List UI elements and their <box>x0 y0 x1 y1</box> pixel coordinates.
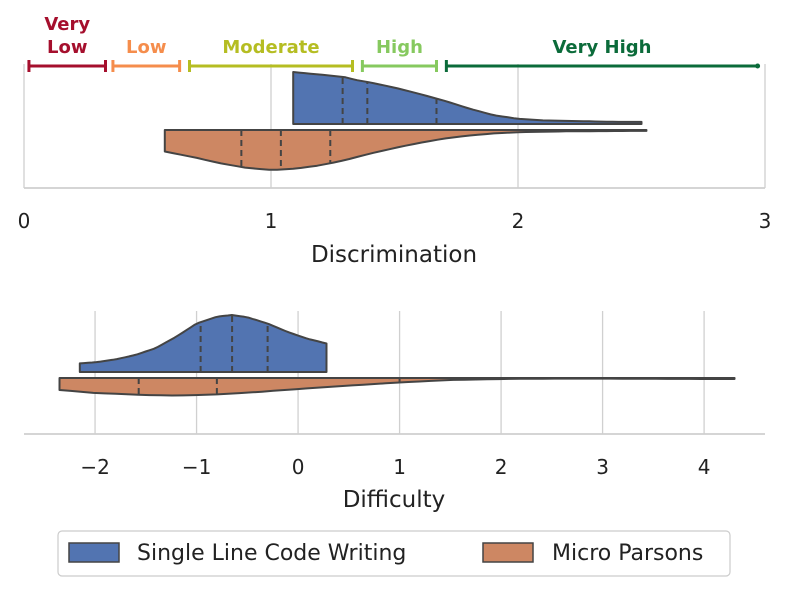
difficulty-tick-label: 2 <box>495 455 508 479</box>
discrimination-violins <box>163 71 648 171</box>
discrimination-tick-label: 0 <box>18 209 31 233</box>
discrimination-tick-label: 2 <box>512 209 525 233</box>
category-very-high-label: Very High <box>552 37 651 58</box>
legend-swatch-single-line <box>68 542 120 563</box>
difficulty-tick-label: 3 <box>596 455 609 479</box>
legend-frame <box>57 530 731 577</box>
discrimination-gridlines <box>23 64 766 188</box>
discrimination-violin-micro-parsons <box>163 129 648 171</box>
difficulty-violins <box>58 314 736 397</box>
category-very-low-label: Low <box>47 37 87 58</box>
legend-label-single-line: Single Line Code Writing <box>137 541 406 566</box>
discrimination-x-axis-label: Discrimination <box>311 242 477 268</box>
difficulty-violin-single-line-code-writing <box>78 314 328 373</box>
category-moderate-label: Moderate <box>222 37 319 58</box>
difficulty-panel: −2 −1 0 1 2 3 4 Difficulty <box>24 311 765 513</box>
legend-swatch-micro-parsons <box>482 542 534 563</box>
category-very-low-label: Very <box>44 14 90 35</box>
category-very-high-arrow-end <box>755 63 761 69</box>
difficulty-tick-labels: −2 −1 0 1 2 3 4 <box>80 455 710 479</box>
difficulty-tick-label: 0 <box>292 455 305 479</box>
difficulty-violin-micro-parsons <box>58 377 736 397</box>
difficulty-tick-label: 1 <box>393 455 406 479</box>
difficulty-tick-label: −1 <box>182 455 211 479</box>
discrimination-tick-label: 3 <box>759 209 772 233</box>
legend: Single Line Code Writing Micro Parsons <box>57 530 731 577</box>
difficulty-tick-label: 4 <box>698 455 711 479</box>
category-low-label: Low <box>126 37 166 58</box>
discrimination-tick-labels: 0 1 2 3 <box>18 209 772 233</box>
category-high-label: High <box>376 37 423 58</box>
difficulty-x-axis-label: Difficulty <box>343 487 446 513</box>
discrimination-tick-label: 1 <box>265 209 278 233</box>
legend-label-micro-parsons: Micro Parsons <box>552 541 703 566</box>
discrimination-violin-single-line-code-writing <box>292 71 643 125</box>
difficulty-tick-label: −2 <box>80 455 109 479</box>
